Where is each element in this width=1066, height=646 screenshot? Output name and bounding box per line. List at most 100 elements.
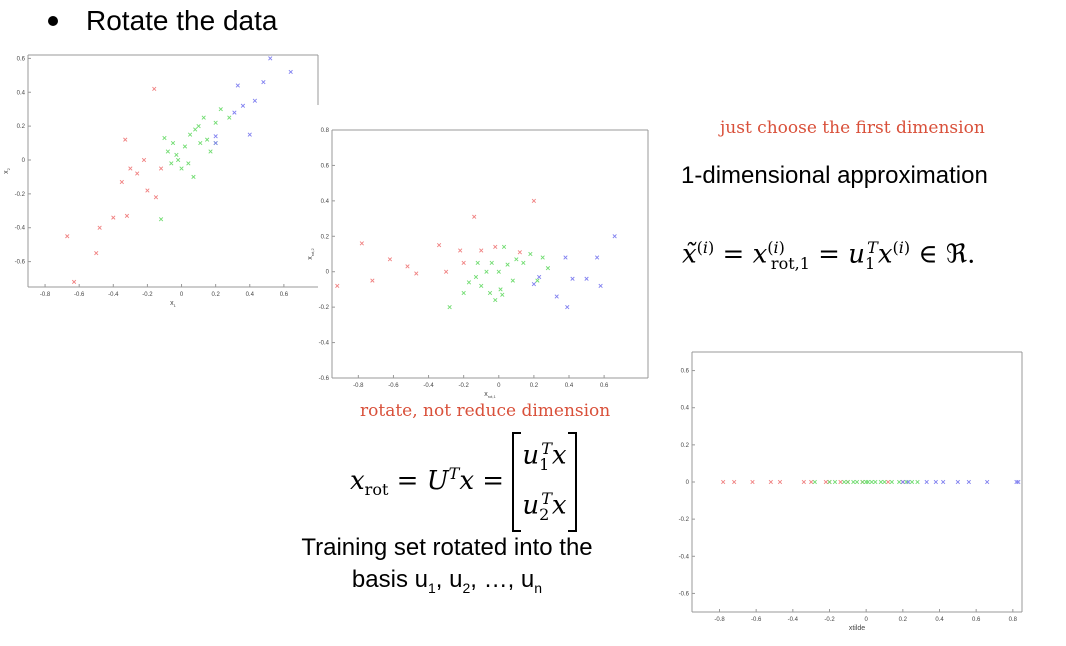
x-tick-label: -0.4	[108, 292, 119, 298]
data-point-red	[119, 179, 124, 185]
data-point-green	[170, 140, 176, 146]
data-point-red	[335, 283, 340, 289]
data-point-green	[915, 479, 920, 485]
data-point-blue	[261, 79, 266, 85]
data-point-green	[865, 479, 871, 485]
formula-xrot: xrot = UTx = u1Tx u2Tx	[350, 432, 577, 532]
data-point-blue	[232, 110, 237, 115]
x-tick-label: -0.2	[824, 617, 835, 623]
data-point-green	[860, 479, 865, 485]
formula-xtilde: x̃(i) = x(i)rot,1 = u1Tx(i) ∈ ℜ.	[682, 238, 976, 273]
data-point-green	[851, 479, 856, 485]
y-axis-label-sub: 2	[6, 167, 11, 170]
data-point-green	[514, 257, 519, 262]
data-point-red	[517, 250, 522, 255]
data-point-green	[832, 479, 838, 485]
data-point-blue	[213, 140, 218, 146]
data-point-green	[193, 127, 198, 132]
data-point-red	[153, 195, 159, 200]
data-point-red	[768, 479, 773, 485]
y-tick-label: 0.2	[17, 124, 26, 130]
y-tick-label: 0.2	[681, 443, 690, 449]
data-point-blue	[906, 479, 911, 485]
data-point-red	[721, 479, 726, 485]
data-point-green	[162, 135, 167, 141]
y-axis-label: x2	[3, 167, 11, 174]
data-point-blue	[531, 281, 537, 287]
data-point-blue	[955, 479, 960, 485]
slide-title: Rotate the data	[86, 5, 278, 36]
data-point-green	[487, 290, 493, 296]
x-tick-label: 0.8	[1009, 617, 1018, 623]
data-point-red	[732, 479, 737, 485]
data-point-green	[213, 120, 218, 125]
y-axis-label: xrot,2	[307, 247, 315, 259]
data-point-green	[191, 174, 196, 180]
x-tick-label: 0.2	[530, 383, 539, 389]
y-tick-label: -0.4	[15, 226, 26, 232]
data-point-blue	[985, 479, 990, 485]
data-point-red	[370, 278, 375, 283]
x-tick-label: 0.6	[600, 383, 609, 389]
x-axis-label: xtilde	[849, 625, 865, 632]
data-point-blue	[235, 83, 240, 88]
data-point-green	[501, 244, 507, 250]
data-point-red	[443, 269, 449, 274]
x-tick-label: 0.2	[211, 292, 220, 298]
caption-line1: Training set rotated into the	[301, 534, 593, 561]
data-point-blue	[565, 305, 570, 310]
data-point-red	[152, 86, 157, 91]
data-point-green	[169, 161, 174, 166]
y-tick-label: 0	[22, 158, 26, 164]
data-point-blue	[537, 274, 542, 280]
data-point-red	[111, 215, 116, 220]
data-point-blue	[1016, 479, 1021, 485]
y-tick-label: 0.8	[321, 128, 330, 134]
y-tick-label: 0.6	[321, 163, 330, 169]
data-point-red	[838, 479, 843, 485]
data-point-green	[545, 266, 551, 271]
data-point-green	[473, 274, 479, 280]
x-tick-label: -0.8	[714, 617, 725, 623]
data-point-green	[540, 255, 545, 260]
data-point-blue	[598, 283, 603, 289]
x-tick-label: 0.6	[280, 292, 289, 298]
data-point-green	[174, 152, 179, 158]
data-point-green	[489, 260, 494, 265]
y-tick-label: 0.4	[321, 199, 330, 205]
data-point-green	[505, 262, 510, 267]
data-point-red	[479, 248, 484, 253]
x-axis-label: xrot,1	[484, 391, 496, 399]
data-point-blue	[941, 479, 946, 485]
data-point-green	[479, 283, 484, 289]
data-point-red	[405, 264, 410, 269]
data-point-red	[71, 279, 77, 285]
data-point-green	[204, 137, 210, 142]
y-tick-label: 0.2	[321, 234, 330, 240]
data-point-green	[227, 115, 232, 120]
data-point-green	[845, 479, 850, 485]
annotation-rotate: rotate, not reduce dimension	[360, 401, 611, 421]
x-tick-label: 0.4	[565, 383, 574, 389]
caption-line2: basis u1, u2, …, un	[351, 566, 543, 596]
data-point-blue	[252, 98, 258, 103]
data-point-blue	[966, 479, 971, 485]
y-axis-label-sub: rot,2	[310, 247, 315, 256]
x-tick-label: -0.8	[40, 292, 51, 298]
data-point-blue	[612, 234, 617, 239]
data-point-blue	[924, 479, 929, 485]
data-point-green	[500, 292, 505, 297]
x-tick-label: 0	[497, 383, 501, 389]
data-point-green	[158, 217, 164, 222]
y-tick-label: -0.2	[679, 517, 690, 523]
data-point-green	[873, 479, 878, 485]
x-axis-label: x1	[170, 300, 177, 308]
data-point-green	[208, 149, 213, 154]
data-point-red	[65, 234, 70, 239]
x-tick-label: 0.6	[972, 617, 981, 623]
data-point-red	[387, 257, 393, 262]
data-point-blue	[240, 103, 246, 108]
data-point-red	[436, 243, 442, 248]
data-point-green	[198, 140, 203, 146]
data-point-red	[472, 214, 477, 219]
